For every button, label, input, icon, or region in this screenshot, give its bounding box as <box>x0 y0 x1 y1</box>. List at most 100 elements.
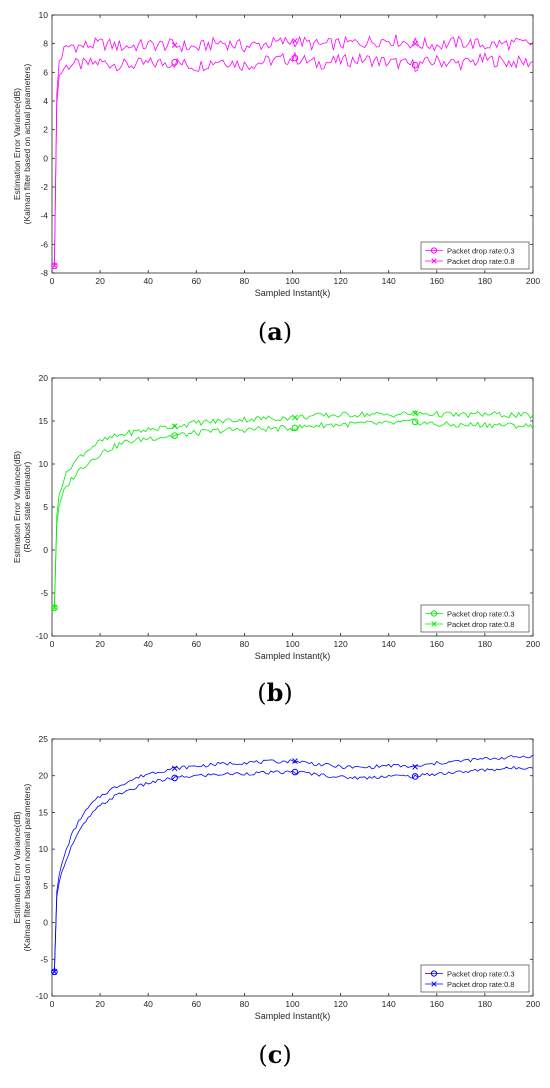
panel-a: 0 20 40 60 80 100 120 140 160 180 200 -8 -6 -4 -2 0 2 4 6 8… <box>0 0 550 360</box>
x-tick-label: 120 <box>334 639 348 649</box>
x-tick-label: 160 <box>430 639 444 649</box>
y-tick-label: 15 <box>39 416 49 426</box>
panel-b-label: (b) <box>257 678 293 707</box>
legend-label-high: Packet drop rate:0.8 <box>447 620 515 629</box>
plot-area <box>51 14 534 274</box>
y-axis-label-line-2: (Kalman filter based on nominal paramete… <box>22 783 32 951</box>
marker-x <box>171 423 178 430</box>
marker-x <box>51 604 58 611</box>
y-tick-label: 5 <box>43 881 48 891</box>
x-tick-label: 20 <box>95 276 105 286</box>
x-tick-label: 140 <box>382 639 396 649</box>
marker-circle <box>291 424 299 432</box>
x-tick-label: 80 <box>240 639 250 649</box>
y-tick-label: 20 <box>39 771 49 781</box>
x-axis-label: Sampled Instant(k) <box>255 1011 331 1021</box>
marker-x-stroke <box>51 968 58 975</box>
marker-circle <box>411 773 419 780</box>
x-tick-label: 40 <box>143 639 153 649</box>
series-line-low <box>54 418 534 608</box>
y-tick-label: -5 <box>40 588 48 598</box>
legend-marker-x <box>431 258 437 264</box>
y-axis-label-line-1: Estimation Error Variance(dB) <box>12 451 22 563</box>
y-tick-label: 5 <box>43 502 48 512</box>
marker-x-stroke <box>412 410 419 417</box>
x-tick-label: 200 <box>526 639 540 649</box>
x-tick-label: 0 <box>50 639 55 649</box>
y-tick-label: 6 <box>43 67 48 77</box>
marker-x-stroke <box>51 262 58 269</box>
marker-x <box>292 758 298 764</box>
marker-circle <box>171 59 178 66</box>
legend-box <box>420 241 530 270</box>
y-axis-label-line-1: Estimation Error Variance(dB) <box>12 811 22 923</box>
marker-x-stroke <box>412 764 419 770</box>
marker-x <box>51 262 58 269</box>
panel-c: 0 20 40 60 80 100 120 140 160 180 200 -10 -5 0 5 10 15 20… <box>0 722 550 1088</box>
series-line-low <box>54 765 534 972</box>
x-tick-label: 0 <box>50 999 55 1009</box>
y-tick-label: 4 <box>43 96 48 106</box>
series-line-low <box>54 51 534 266</box>
marker-x <box>412 764 419 770</box>
marker-circle <box>411 418 419 426</box>
y-axis-label-line-2: (Robust state estimator) <box>22 461 32 552</box>
panel-b: 0 20 40 60 80 100 120 140 160 180 200 -10 -5 0 5 10 15 20… <box>0 360 550 722</box>
y-tick-label: -8 <box>40 268 48 278</box>
chart-c: 0 20 40 60 80 100 120 140 160 180 200 -10 -5 0 5 10 15 20… <box>12 734 540 1021</box>
y-axis-label-line-2: (Kalman filter based on actual parameter… <box>22 64 32 225</box>
marker-circle <box>411 61 419 69</box>
marker-x <box>51 968 58 975</box>
marker-circle <box>171 774 178 782</box>
marker-x <box>171 765 178 772</box>
x-tick-label: 160 <box>430 999 444 1009</box>
marker-x-stroke <box>292 758 298 764</box>
x-tick-label: 20 <box>95 999 105 1009</box>
x-tick-label: 100 <box>285 999 299 1009</box>
marker-x-stroke <box>292 414 298 421</box>
legend-marker-x <box>431 981 437 987</box>
marker-x <box>412 40 419 47</box>
y-tick-label: 8 <box>43 39 48 49</box>
marker-x-stroke <box>51 604 58 611</box>
x-tick-label: 120 <box>334 276 348 286</box>
y-tick-label: 0 <box>43 153 48 163</box>
marker-x <box>171 42 178 48</box>
y-axis-label-line-1: Estimation Error Variance(dB) <box>12 88 22 200</box>
legend-label-high: Packet drop rate:0.8 <box>447 257 515 266</box>
marker-circle <box>291 768 299 776</box>
y-tick-label: 0 <box>43 918 48 928</box>
x-tick-label: 180 <box>478 639 492 649</box>
y-tick-label: -2 <box>40 182 48 192</box>
legend-label-low: Packet drop rate:0.3 <box>447 247 515 256</box>
legend-box <box>420 964 530 993</box>
marker-x <box>412 410 419 417</box>
x-tick-label: 60 <box>192 276 202 286</box>
marker-circle <box>171 432 178 439</box>
marker-x-stroke <box>171 42 178 48</box>
chart-a: 0 20 40 60 80 100 120 140 160 180 200 -8 -6 -4 -2 0 2 4 6 8… <box>12 10 540 298</box>
x-tick-label: 120 <box>334 999 348 1009</box>
y-tick-label: 10 <box>39 844 49 854</box>
panel-c-label: (c) <box>258 1040 292 1069</box>
x-tick-label: 100 <box>285 276 299 286</box>
legend-marker-circle <box>430 610 438 617</box>
y-tick-label: -5 <box>40 954 48 964</box>
x-tick-label: 140 <box>382 276 396 286</box>
y-tick-label: 15 <box>39 807 49 817</box>
legend-marker-circle <box>430 247 438 254</box>
chart-b: 0 20 40 60 80 100 120 140 160 180 200 -10 -5 0 5 10 15 20… <box>12 373 540 661</box>
x-tick-label: 60 <box>192 639 202 649</box>
marker-circle <box>291 54 299 62</box>
marker-x <box>292 414 298 421</box>
x-tick-label: 0 <box>50 276 55 286</box>
x-tick-label: 200 <box>526 276 540 286</box>
y-tick-label: 2 <box>43 125 48 135</box>
legend-marker-circle <box>430 970 438 977</box>
marker-x-stroke <box>292 37 298 44</box>
marker-x <box>292 37 298 44</box>
x-axis-label: Sampled Instant(k) <box>255 288 331 298</box>
x-tick-label: 160 <box>430 276 444 286</box>
